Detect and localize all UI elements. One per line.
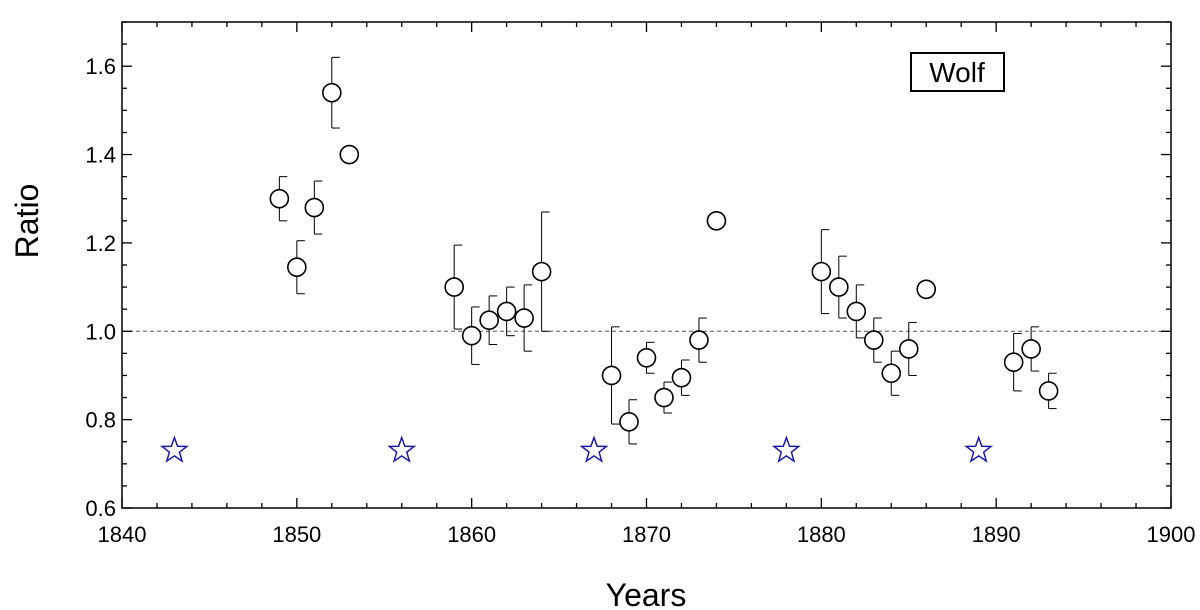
x-tick-label: 1900	[1147, 522, 1196, 547]
data-point-circle	[601, 365, 622, 386]
data-point-circle	[287, 257, 307, 278]
error-bars	[278, 56, 1057, 445]
x-tick-label: 1840	[98, 522, 147, 547]
data-points	[159, 82, 1059, 463]
star-marker	[579, 435, 609, 463]
data-point-circle	[811, 261, 832, 282]
plot-border	[121, 21, 1172, 509]
data-point-circle	[304, 197, 325, 218]
star-marker	[159, 435, 189, 463]
data-point-circle	[654, 387, 674, 408]
data-point-circle	[1003, 352, 1024, 373]
legend-label: Wolf	[929, 57, 985, 88]
x-tick-label: 1870	[622, 522, 671, 547]
star-marker	[964, 435, 994, 463]
data-point-circle	[444, 277, 464, 297]
data-point-circle	[1038, 381, 1059, 401]
x-tick-label: 1890	[972, 522, 1021, 547]
data-point-circle	[916, 279, 937, 300]
x-axis: 1840 1850 1860 1870 1880 1890 1900	[98, 22, 1196, 547]
data-point-circle	[671, 367, 692, 388]
data-point-circle	[321, 82, 342, 103]
y-tick-label: 1.4	[85, 143, 116, 168]
star-marker	[771, 435, 801, 463]
data-point-circle	[269, 188, 290, 209]
data-point-circle	[829, 277, 849, 297]
data-point-circle	[881, 363, 902, 384]
data-point-circle	[706, 211, 727, 231]
data-point-circle	[531, 261, 552, 282]
legend: Wolf	[910, 52, 1005, 92]
data-point-circle	[514, 308, 534, 328]
data-point-circle	[863, 330, 884, 350]
y-axis: 0.6 0.8 1.0 1.2 1.4 1.6	[85, 21, 1171, 521]
x-tick-label: 1860	[447, 522, 496, 547]
y-tick-label: 0.8	[85, 408, 116, 433]
plot-frame	[121, 21, 1172, 509]
x-axis-title: Years	[606, 577, 687, 610]
data-point-circle	[479, 310, 499, 331]
data-point-circle	[461, 325, 482, 346]
data-point-circle	[846, 301, 867, 322]
x-tick-label: 1880	[797, 522, 846, 547]
legend-box	[910, 52, 1005, 92]
y-tick-label: 1.6	[85, 54, 116, 79]
data-point-circle	[636, 347, 657, 368]
y-axis-title: Ratio	[9, 184, 45, 259]
y-tick-label: 1.2	[85, 231, 116, 256]
y-tick-label: 1.0	[85, 319, 116, 344]
star-marker	[387, 435, 417, 463]
data-point-circle	[689, 330, 709, 350]
y-tick-label: 0.6	[85, 496, 116, 521]
data-point-circle	[1021, 339, 1041, 359]
data-point-circle	[496, 301, 517, 322]
x-tick-label: 1850	[272, 522, 321, 547]
data-point-circle	[898, 339, 919, 359]
data-point-circle	[339, 144, 360, 165]
data-point-circle	[619, 412, 639, 432]
